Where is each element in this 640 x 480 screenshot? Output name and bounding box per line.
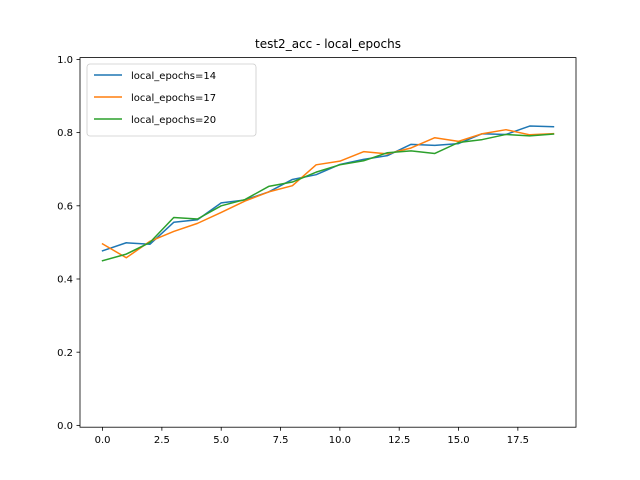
y-tick-label: 0.2 <box>57 348 73 359</box>
x-tick-label: 17.5 <box>507 435 529 446</box>
legend: local_epochs=14 local_epochs=17 local_epoc… <box>86 63 257 137</box>
legend-box <box>86 63 257 137</box>
y-tick-label: 0.6 <box>57 201 73 212</box>
x-tick-label: 0.0 <box>95 435 111 446</box>
plot-frame <box>79 57 577 428</box>
x-tick-label: 15.0 <box>447 435 469 446</box>
series-line-3 <box>101 133 555 262</box>
chart-title: test2_acc - local_epochs <box>255 37 401 51</box>
legend-label-1: local_epochs=14 <box>131 71 216 82</box>
x-tick-label: 7.5 <box>273 435 289 446</box>
y-axis: 0.0 0.2 0.4 0.6 0.8 1.0 <box>57 55 80 432</box>
y-tick-label: 0.8 <box>57 128 73 139</box>
x-tick-label: 12.5 <box>388 435 410 446</box>
legend-label-2: local_epochs=17 <box>131 93 216 104</box>
y-tick-label: 0.0 <box>57 421 73 432</box>
x-tick-label: 2.5 <box>154 435 170 446</box>
x-tick-label: 10.0 <box>329 435 351 446</box>
y-tick-label: 0.4 <box>57 275 73 286</box>
legend-label-3: local_epochs=20 <box>131 115 216 126</box>
series-line-2 <box>101 128 555 259</box>
y-tick-label: 1.0 <box>57 55 73 66</box>
x-tick-label: 5.0 <box>213 435 229 446</box>
x-axis: 0.0 2.5 5.0 7.5 10.0 12.5 15.0 17.5 <box>95 427 529 446</box>
